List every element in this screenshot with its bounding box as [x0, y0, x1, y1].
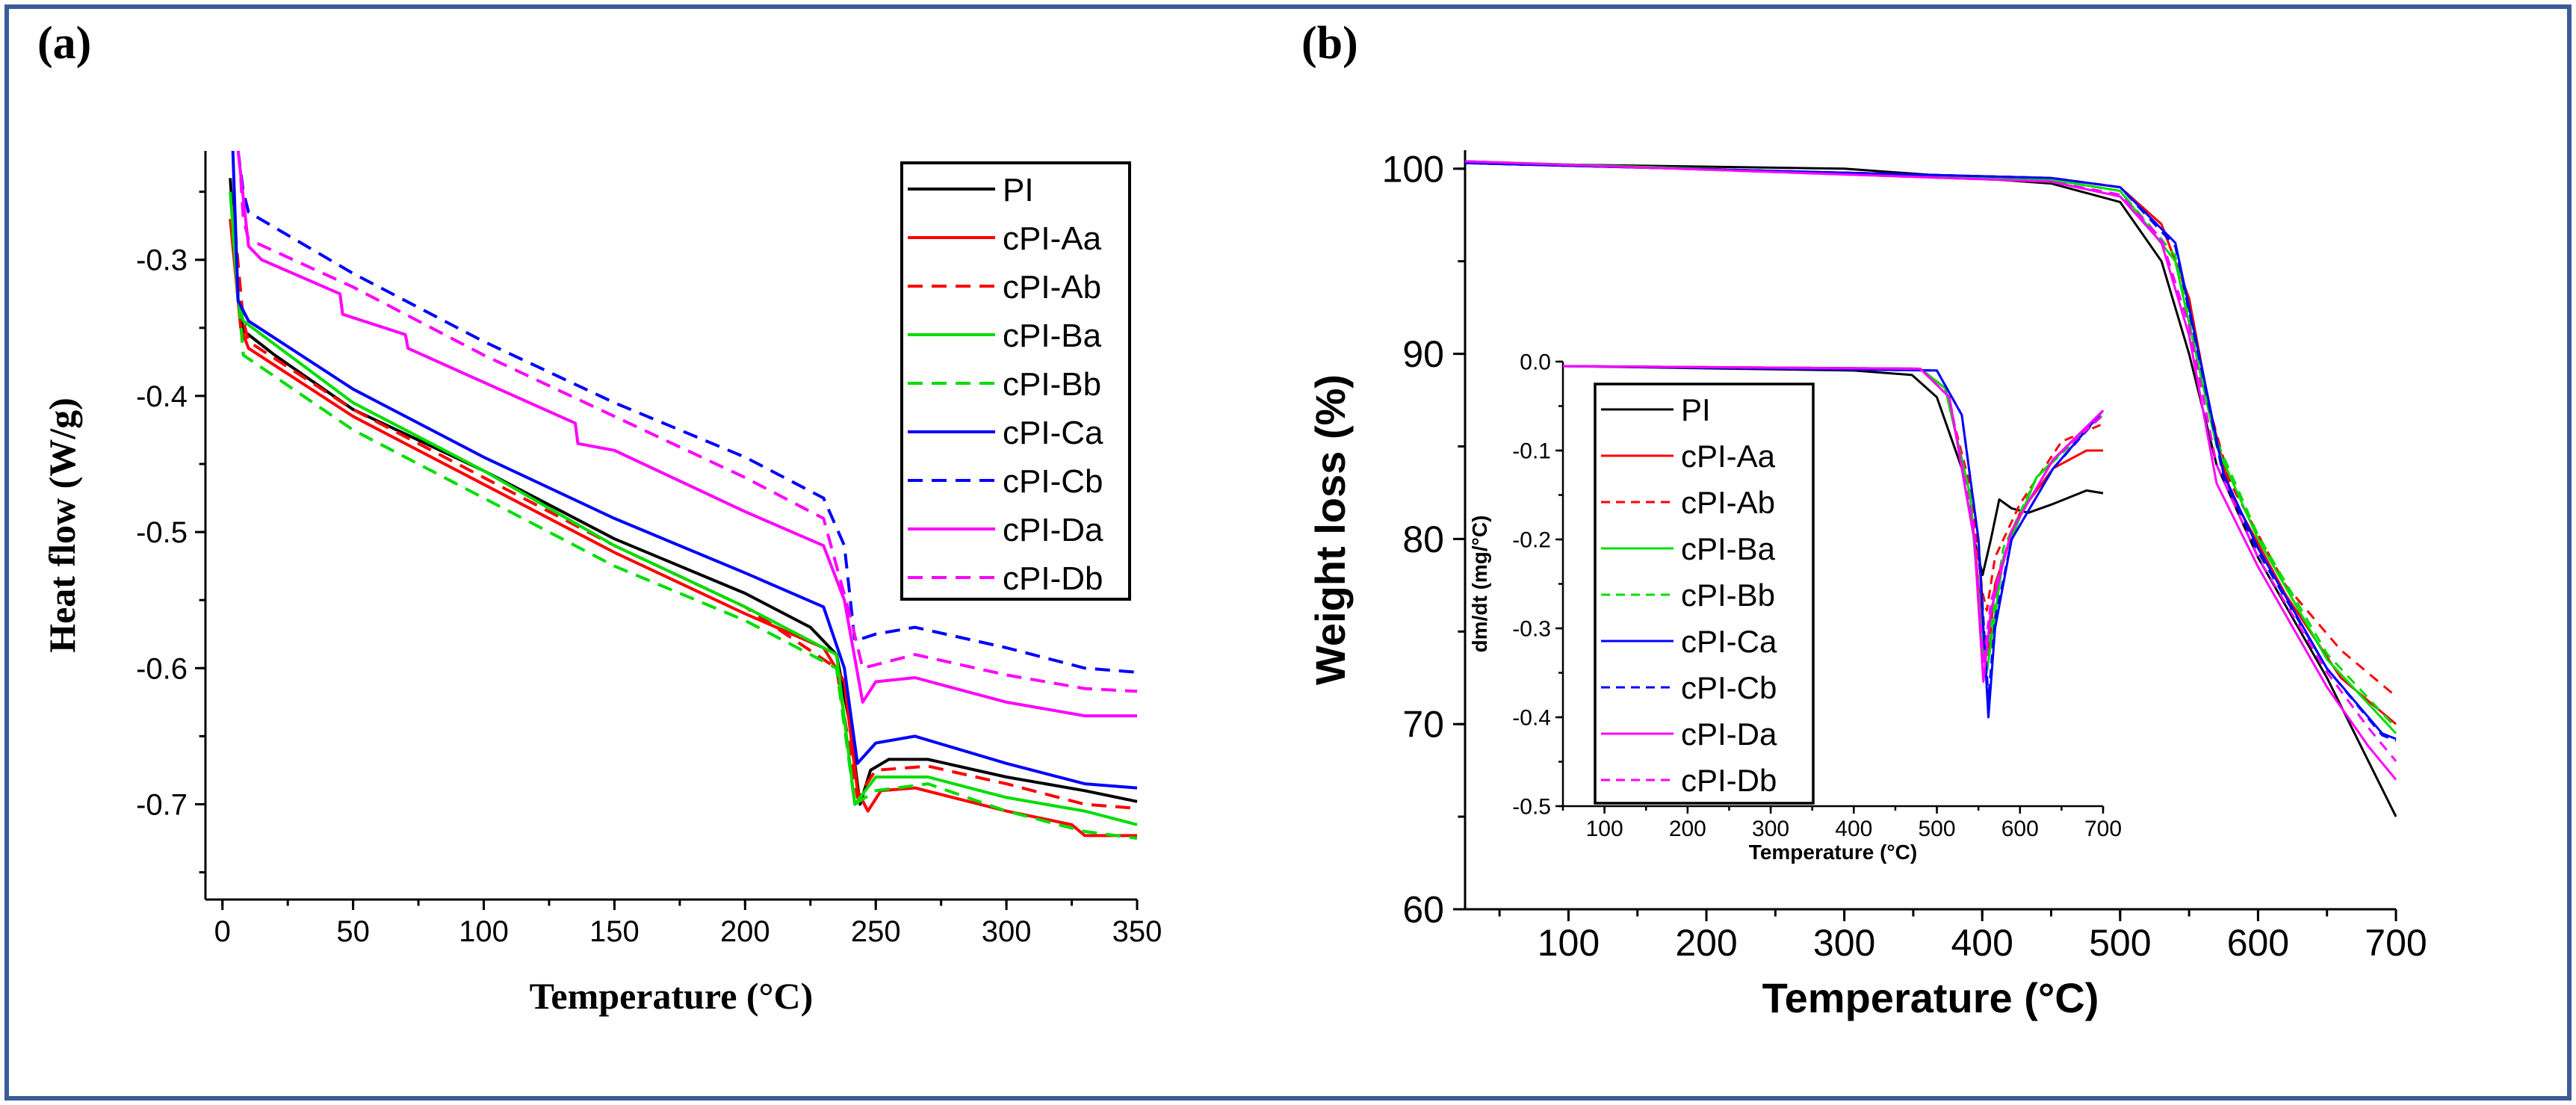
y-tick-label: -0.7 [136, 788, 188, 821]
panel-a-label: (a) [37, 18, 91, 69]
y-tick-label: -0.2 [1512, 528, 1551, 553]
x-tick-label: 200 [1669, 817, 1706, 841]
x-tick-label: 100 [459, 915, 509, 948]
y-tick-label: -0.1 [1512, 439, 1551, 464]
x-tick-label: 600 [2001, 817, 2039, 841]
x-tick-label: 700 [2084, 817, 2122, 841]
y-tick-label: 70 [1402, 704, 1444, 746]
legend-label: PI [1681, 392, 1711, 427]
y-tick-label: -0.4 [1512, 706, 1551, 731]
x-tick-label: 200 [720, 915, 770, 948]
series-line-cpi-db [1563, 365, 2104, 666]
y-tick-label: -0.3 [136, 244, 188, 277]
x-tick-label: 600 [2227, 922, 2289, 964]
x-tick-label: 150 [589, 915, 640, 948]
x-tick-label: 500 [2089, 922, 2151, 964]
y-tick-label: 60 [1402, 889, 1444, 931]
y-axis-title: dm/dt (mg/°C) [1468, 516, 1491, 653]
x-tick-label: 400 [1951, 922, 2013, 964]
series-line-cpi-db [239, 178, 1138, 693]
legend-label: PI [1003, 172, 1034, 208]
x-tick-label: 400 [1835, 817, 1872, 841]
series-line-cpi-aa [229, 218, 1137, 838]
legend-label: cPI-Aa [1681, 439, 1776, 474]
legend-label: cPI-Aa [1003, 220, 1102, 257]
y-tick-label: -0.5 [1512, 795, 1551, 820]
legend-label: cPI-Ba [1681, 531, 1776, 566]
y-tick-label: 100 [1382, 148, 1444, 190]
y-axis-title: Weight loss (%) [1307, 374, 1354, 685]
x-tick-label: 50 [336, 915, 370, 948]
x-axis-title: Temperature (°C) [1749, 841, 1917, 864]
legend-label: cPI-Bb [1681, 578, 1775, 613]
x-tick-label: 0 [214, 915, 231, 948]
y-tick-label: -0.6 [136, 652, 188, 685]
x-tick-label: 350 [1112, 915, 1162, 948]
legend-label: cPI-Ab [1003, 269, 1101, 306]
y-tick-label: 90 [1402, 333, 1444, 375]
y-tick-label: -0.4 [136, 380, 188, 413]
x-tick-label: 100 [1538, 922, 1600, 964]
series-line-cpi-bb [231, 232, 1138, 840]
legend-label: cPI-Cb [1003, 463, 1103, 500]
series-line-cpi-ba [229, 191, 1138, 826]
x-tick-label: 300 [1813, 922, 1875, 964]
series-group [1465, 160, 2397, 817]
series-line-cpi-da [236, 150, 1137, 718]
legend-label: cPI-Db [1003, 560, 1103, 597]
series-line-cpi-da [1465, 160, 2397, 781]
y-tick-label: -0.5 [136, 516, 188, 549]
x-tick-label: 200 [1675, 922, 1737, 964]
x-tick-label: 700 [2365, 922, 2427, 964]
panel-b-label: (b) [1301, 18, 1358, 69]
series-line-cpi-cb [1465, 161, 2397, 742]
x-tick-label: 100 [1586, 817, 1623, 841]
series-group [1563, 365, 2105, 719]
x-tick-label: 300 [1752, 817, 1789, 841]
y-tick-label: 0.0 [1520, 350, 1551, 375]
legend-label: cPI-Cb [1681, 670, 1777, 705]
x-tick-label: 250 [851, 915, 901, 948]
series-line-cpi-ca [231, 150, 1138, 790]
legend-label: cPI-Da [1003, 512, 1103, 548]
weight-loss-chart: 100 200 300 400 500 600 700 100 90 80 70 60 Temperat… [1307, 148, 2427, 1021]
series-line-pi [229, 178, 1138, 806]
figure-frame [4, 4, 2572, 1101]
legend-label: cPI-Ca [1003, 415, 1103, 451]
x-tick-label: 500 [1919, 817, 1956, 841]
series-line-pi [1563, 365, 2104, 577]
legend-label: cPI-Da [1681, 716, 1777, 752]
y-tick-label: -0.3 [1512, 617, 1551, 642]
x-tick-label: 300 [982, 915, 1032, 948]
dmdt-inset-chart: 100 200 300 400 500 600 700 0.0 -0.1 -0.2 -0.3 -0.4… [1468, 350, 2122, 864]
y-axis-title: Heat flow (W/g) [41, 397, 83, 653]
legend-label: cPI-Bb [1003, 366, 1101, 403]
series-group [229, 150, 1138, 840]
series-line-cpi-ab [231, 205, 1138, 810]
series-line-cpi-cb [1563, 365, 2105, 701]
series-line-cpi-db [1465, 160, 2397, 762]
legend-label: cPI-Db [1681, 763, 1777, 798]
series-line-cpi-cb [236, 150, 1138, 674]
x-axis-title: Temperature (°C) [1762, 974, 2099, 1021]
heat-flow-chart: 0 50 100 150 200 250 300 350 -0.3 -0.4 -0.5 -0.6 -0.… [41, 150, 1162, 1017]
y-tick-label: 80 [1402, 519, 1444, 560]
x-axis-title: Temperature (°C) [530, 975, 814, 1017]
legend-label: cPI-Ca [1681, 624, 1777, 659]
legend-box [900, 161, 1131, 601]
legend-label: cPI-Ab [1681, 485, 1775, 520]
legend-label: cPI-Ba [1003, 318, 1102, 354]
